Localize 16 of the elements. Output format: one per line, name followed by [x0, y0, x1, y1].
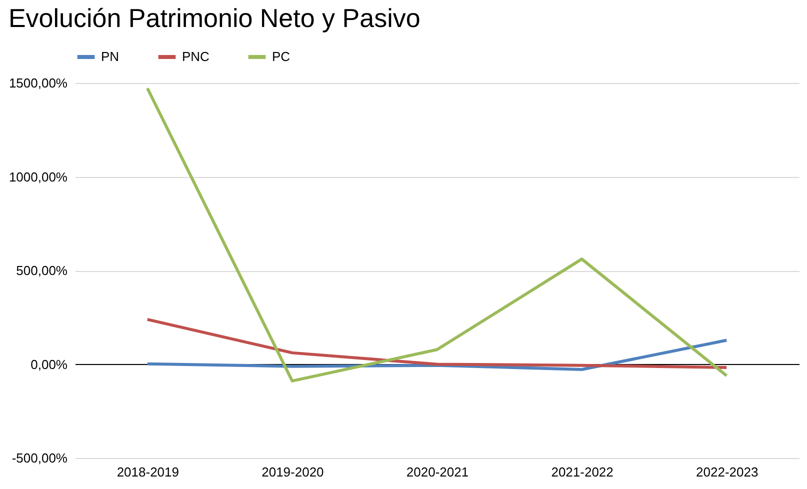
x-tick-label: 2022-2023 — [696, 464, 758, 480]
legend-label: PN — [101, 49, 120, 64]
legend-label: PNC — [182, 49, 210, 64]
chart-title: Evolución Patrimonio Neto y Pasivo — [8, 3, 420, 33]
y-tick-label: 1000,00% — [8, 169, 68, 184]
legend-label: PC — [272, 49, 290, 64]
y-tick-label: -500,00% — [12, 450, 68, 466]
line-series — [146, 86, 728, 382]
x-tick-label: 2021-2022 — [551, 464, 614, 480]
line-series — [146, 318, 728, 369]
y-tick-label: 500,00% — [16, 263, 68, 278]
y-tick-label: 1500,00% — [8, 76, 68, 90]
x-tick-label: 2020-2021 — [406, 464, 469, 480]
x-tick-label: 2018-2019 — [116, 464, 179, 480]
y-tick-label: 0,00% — [30, 356, 68, 372]
x-tick-label: 2019-2020 — [262, 464, 324, 480]
